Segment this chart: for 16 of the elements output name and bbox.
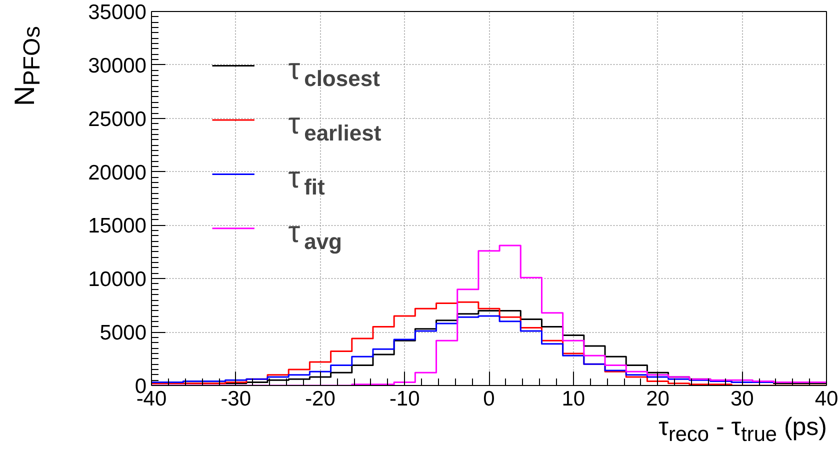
y-tick-label: 35000 — [88, 1, 147, 24]
x-tick-label: 0 — [483, 388, 495, 410]
y-tick-label: 20000 — [88, 161, 147, 184]
y-tick-label: 15000 — [88, 214, 147, 238]
y-tick-label: 10000 — [88, 268, 147, 292]
x-tick-label: 10 — [562, 388, 586, 410]
x-tick-label: 30 — [730, 388, 754, 410]
x-tick-label: 20 — [646, 388, 670, 410]
y-tick-label: 25000 — [88, 108, 147, 131]
x-tick-label: -30 — [220, 388, 252, 410]
x-tick-label: 40 — [814, 388, 838, 410]
x-tick-label: -20 — [305, 388, 336, 410]
y-tick-label: 5000 — [100, 322, 146, 345]
x-axis-title: τ$_{reco}$ - τ$_{true}$ (ps) — [658, 412, 827, 448]
y-tick-label: 30000 — [88, 54, 147, 78]
x-tick-label: -10 — [389, 388, 420, 410]
